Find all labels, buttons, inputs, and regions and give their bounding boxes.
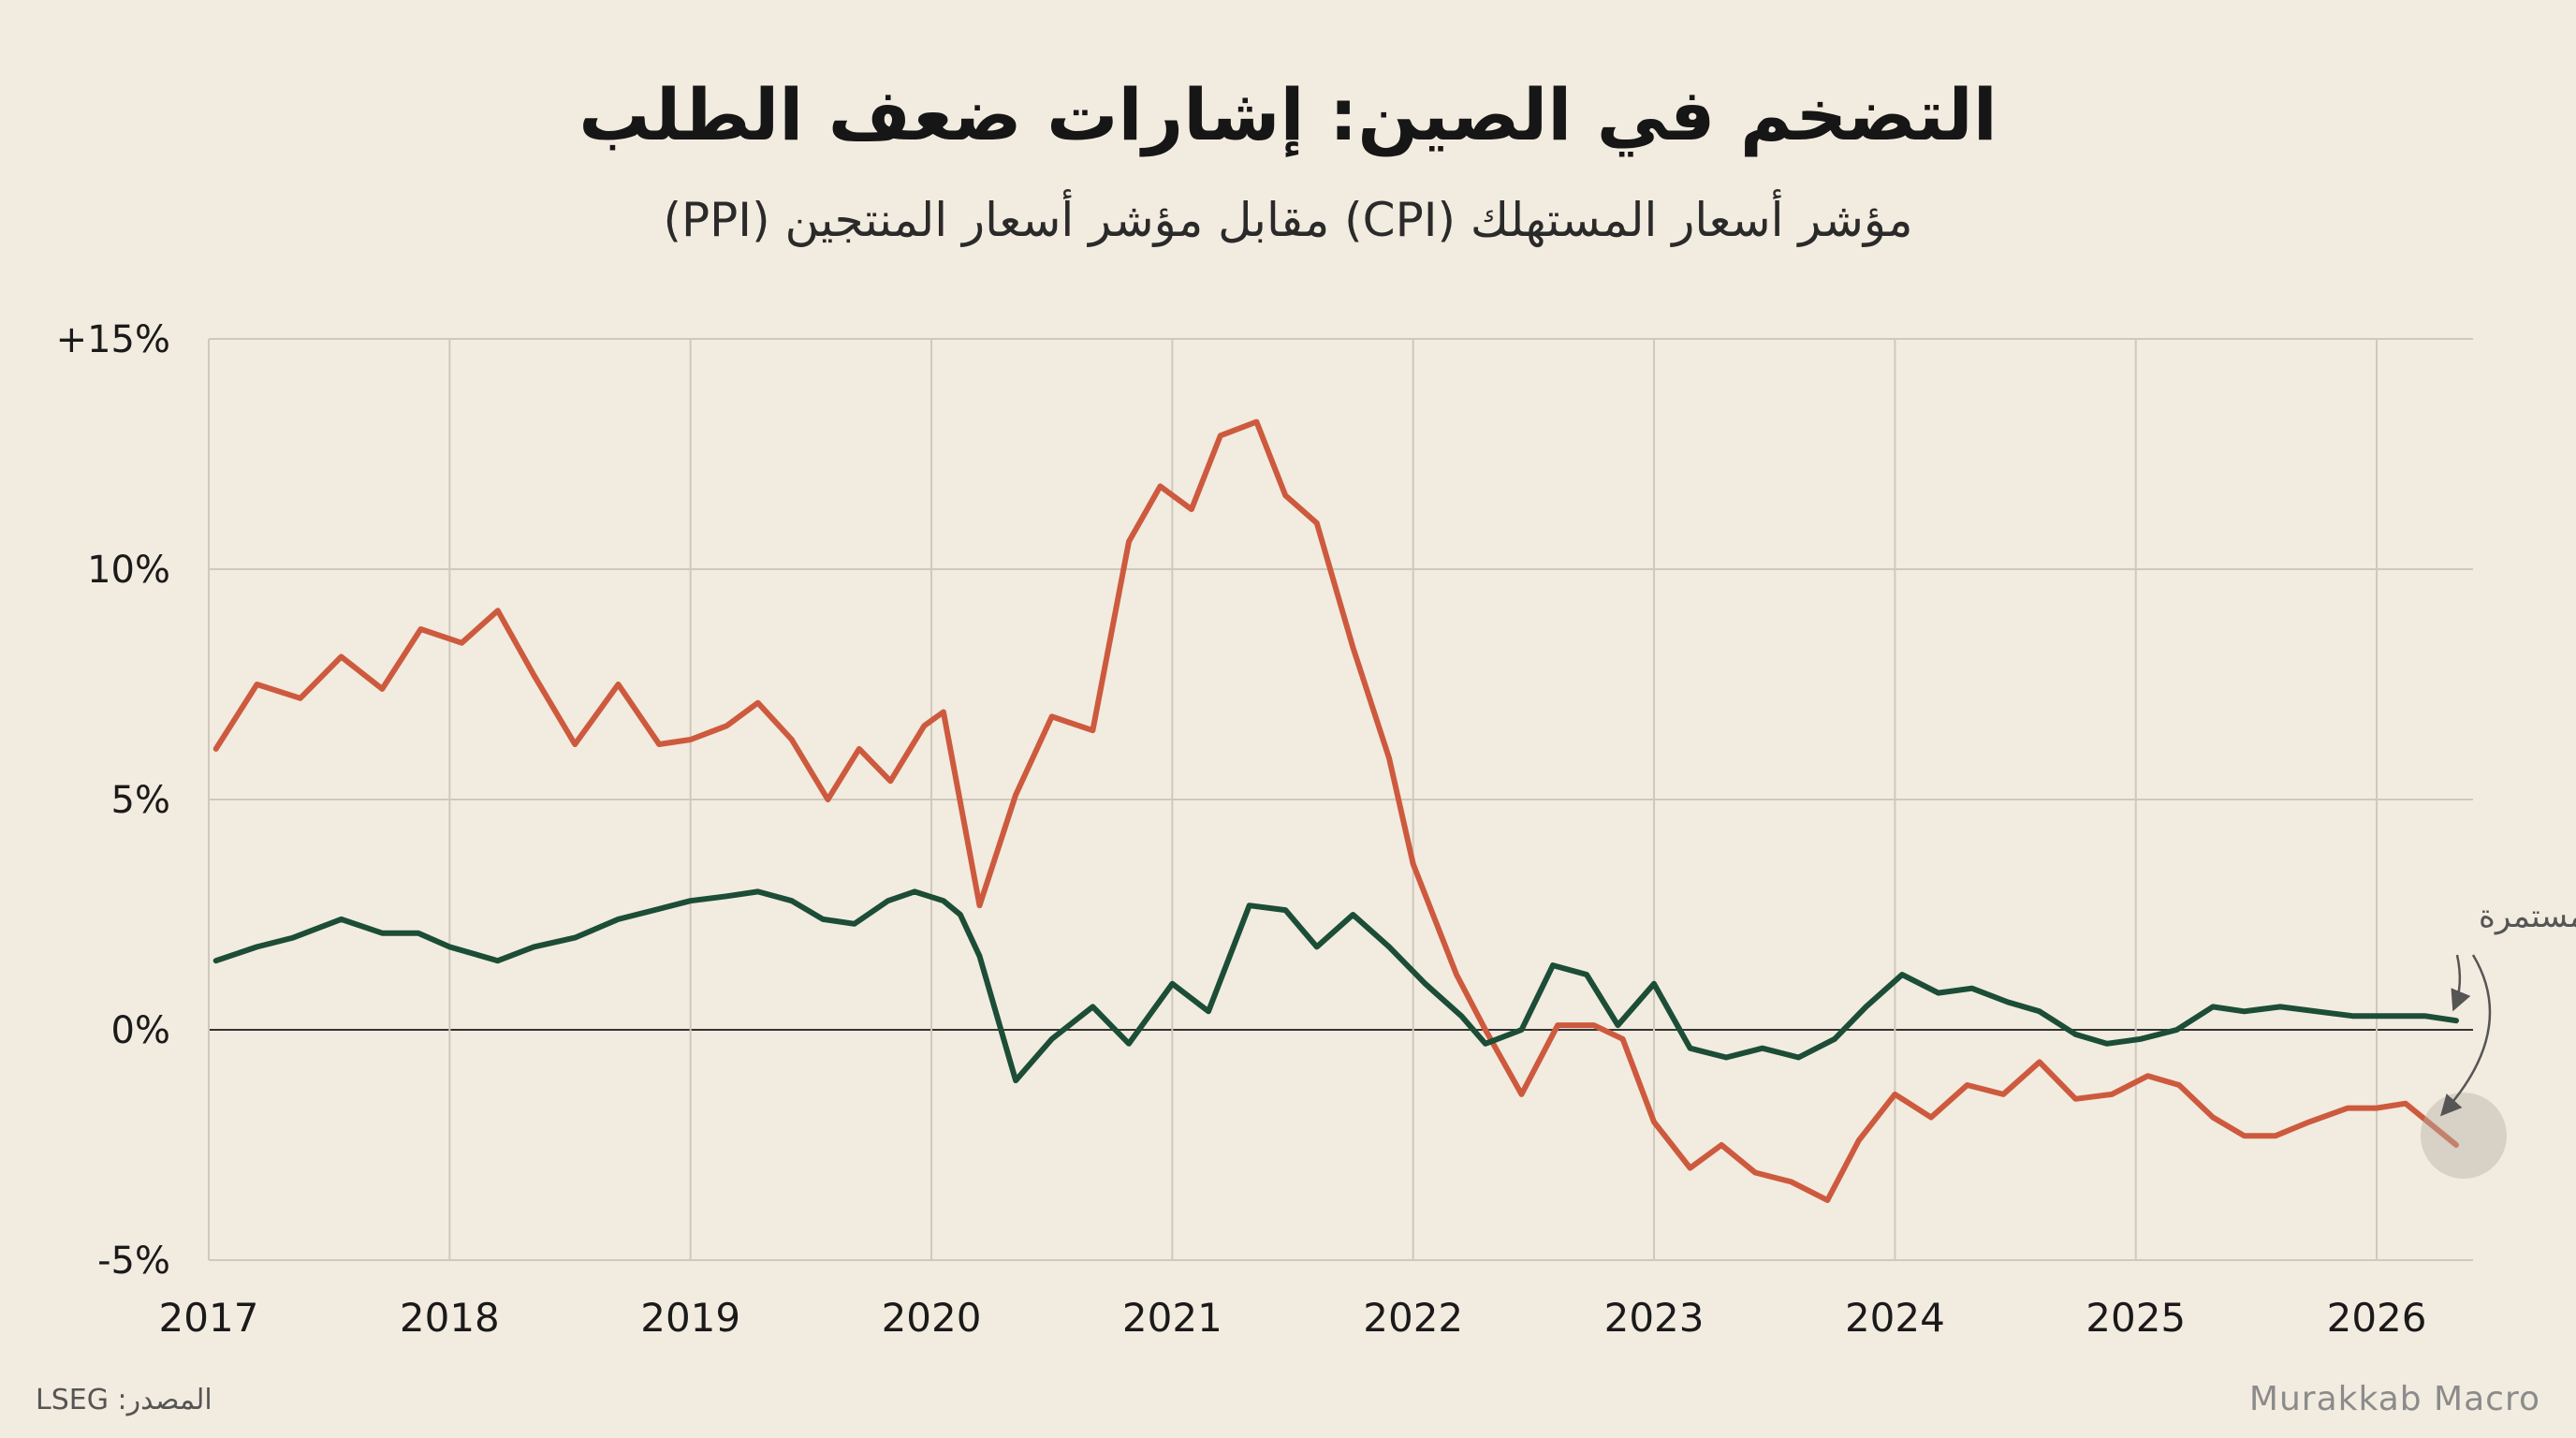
x-tick-label: 2021 <box>1122 1295 1222 1341</box>
x-tick-label: 2026 <box>2327 1295 2427 1341</box>
x-tick-label: 2024 <box>1845 1295 1945 1341</box>
source-note: المصدر: LSEG <box>36 1384 212 1416</box>
x-tick-label: 2022 <box>1363 1295 1463 1341</box>
series-line-cpi <box>212 888 2459 1084</box>
x-tick-label: 2019 <box>640 1295 740 1341</box>
series-line-ppi <box>212 418 2459 1203</box>
chart-subtitle: مؤشر أسعار المستهلك (CPI) مقابل مؤشر أسع… <box>663 193 1913 247</box>
y-tick-label: 10% <box>87 549 170 592</box>
x-tick-label: 2018 <box>400 1295 500 1341</box>
axes: -5% 0% 5% 10% +15% 2017 2018 2019 2020 2021 2022 20… <box>56 318 2427 1341</box>
brand-watermark: Murakkab Macro <box>2248 1380 2540 1418</box>
chart-title: التضخم في الصين: إشارات ضعف الطلب <box>578 73 1998 156</box>
annotation-label: ضغوط انكماشية مستمرة <box>2479 898 2576 935</box>
y-tick-label: 0% <box>111 1009 170 1052</box>
annotation: ضغوط انكماشية مستمرة <box>2420 898 2576 1179</box>
grid <box>208 338 2473 1261</box>
series <box>212 418 2459 1203</box>
x-tick-label: 2017 <box>159 1295 259 1341</box>
x-tick-label: 2025 <box>2086 1295 2186 1341</box>
annotation-arrow-ppi <box>2439 954 2492 1117</box>
x-tick-label: 2020 <box>882 1295 982 1341</box>
highlight-circle <box>2420 1093 2507 1179</box>
annotation-arrow-cpi <box>2451 954 2471 1012</box>
x-tick-label: 2023 <box>1604 1295 1705 1341</box>
y-tick-label: 5% <box>111 779 170 822</box>
y-tick-label: -5% <box>97 1240 170 1283</box>
y-tick-label: +15% <box>56 318 170 361</box>
